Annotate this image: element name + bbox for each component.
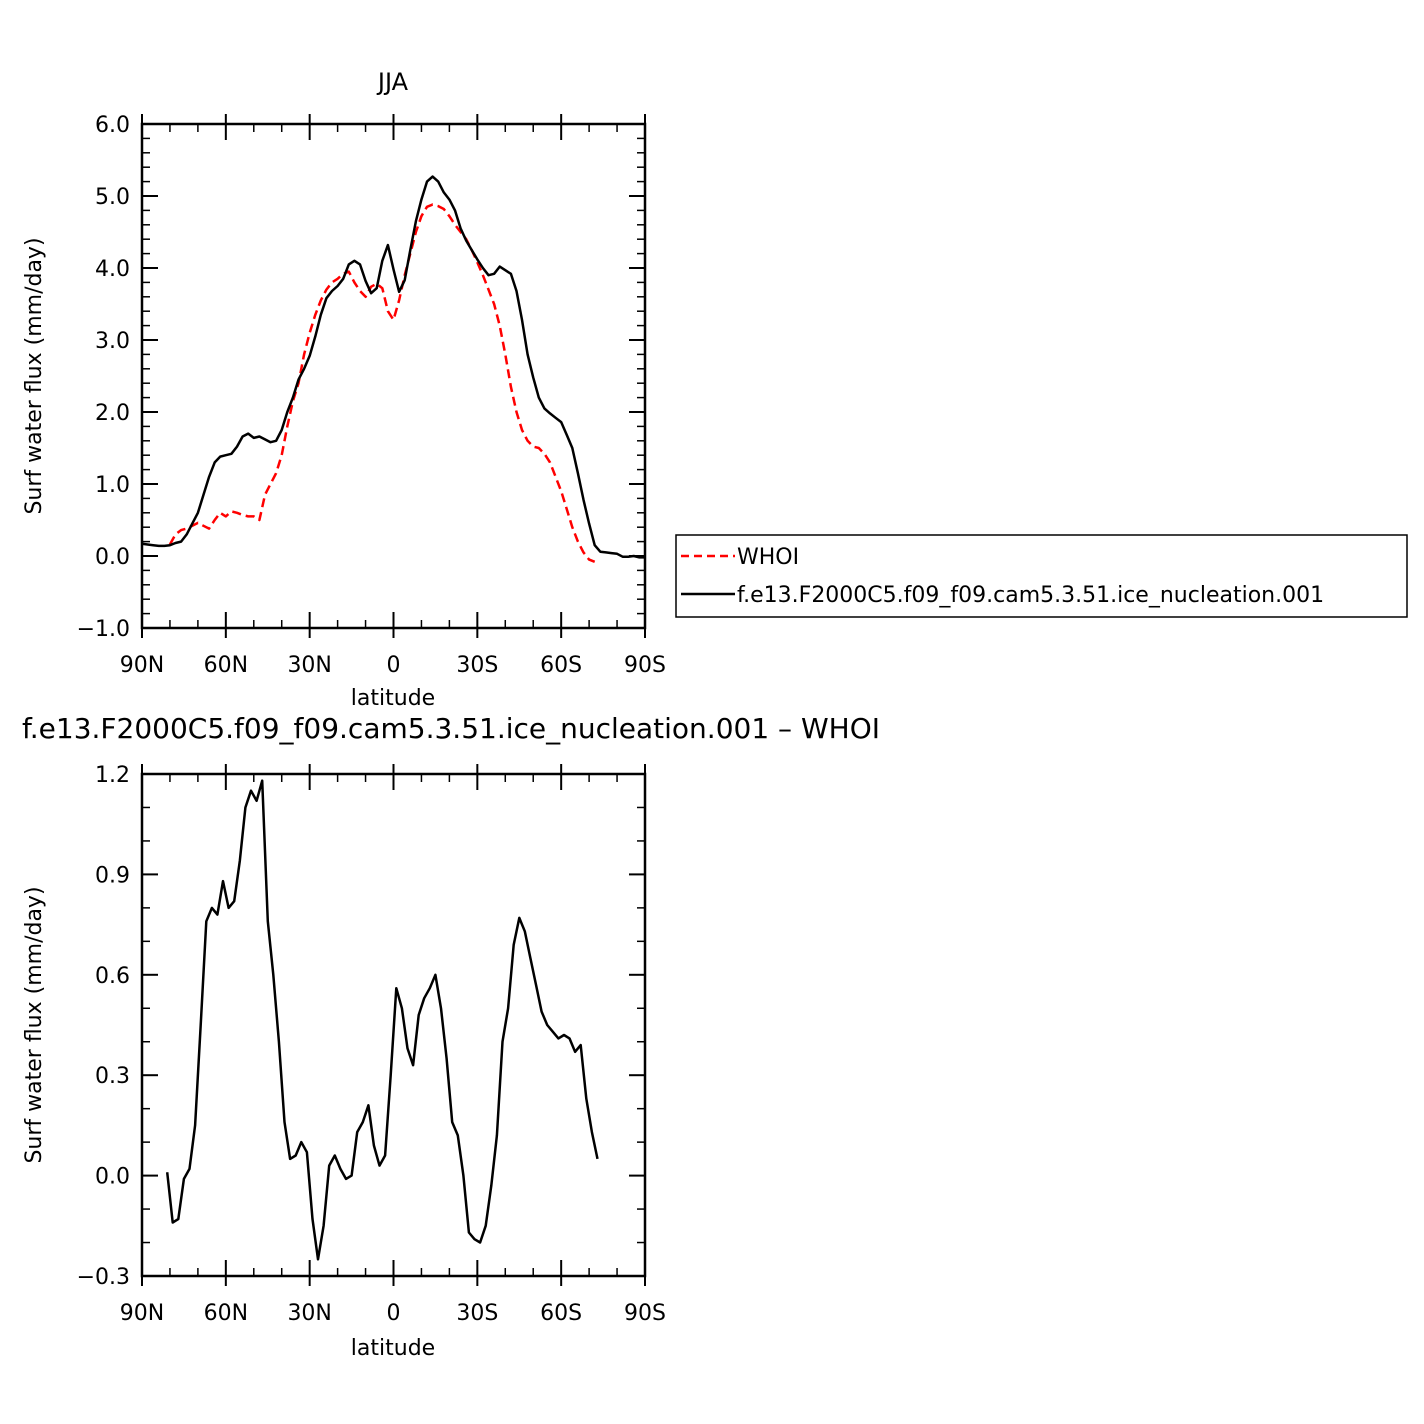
bottom-plot-frame bbox=[140, 772, 647, 1278]
y-tick-label: 5.0 bbox=[95, 185, 130, 210]
x-tick-label: 30S bbox=[456, 1301, 498, 1326]
y-tick-label: 2.0 bbox=[95, 401, 130, 426]
bottom-x-tick-labels: 90N 60N 30N 0 30S 60S 90S bbox=[120, 1301, 666, 1326]
x-tick-label: 30N bbox=[287, 653, 331, 678]
top-panel-series bbox=[141, 175, 645, 563]
bottom-panel: f.e13.F2000C5.f09_f09.cam5.3.51.ice_nucl… bbox=[22, 712, 880, 1361]
y-tick-label: 6.0 bbox=[95, 113, 130, 138]
x-tick-label: 30N bbox=[287, 1301, 331, 1326]
x-tick-label: 90S bbox=[624, 1301, 666, 1326]
y-tick-label: 0.9 bbox=[95, 863, 130, 888]
y-tick-label: 0.0 bbox=[95, 545, 130, 570]
x-tick-label: 90N bbox=[120, 1301, 164, 1326]
y-tick-label: 0.0 bbox=[95, 1165, 130, 1190]
x-tick-label: 60S bbox=[540, 1301, 582, 1326]
top-y-axis-title: Surf water flux (mm/day) bbox=[22, 237, 47, 514]
top-plot-frame bbox=[140, 122, 647, 630]
y-tick-label: 4.0 bbox=[95, 257, 130, 282]
legend: WHOI f.e13.F2000C5.f09_f09.cam5.3.51.ice… bbox=[675, 534, 1408, 618]
top-x-tick-labels: 90N 60N 30N 0 30S 60S 90S bbox=[120, 653, 666, 678]
y-tick-label: 3.0 bbox=[95, 329, 130, 354]
top-x-axis-title: latitude bbox=[351, 686, 435, 711]
bottom-panel-series bbox=[165, 779, 599, 1261]
series-line-0 bbox=[165, 779, 599, 1261]
x-tick-label: 0 bbox=[387, 653, 401, 678]
x-tick-label: 60S bbox=[540, 653, 582, 678]
top-y-tick-labels: −1.0 0.0 1.0 2.0 3.0 4.0 5.0 6.0 bbox=[77, 113, 130, 642]
y-tick-label: 0.3 bbox=[95, 1064, 130, 1089]
bottom-x-axis-title: latitude bbox=[351, 1336, 435, 1361]
y-tick-label: 0.6 bbox=[95, 964, 130, 989]
top-plot-title: JJA bbox=[376, 68, 409, 96]
top-panel-ticks bbox=[141, 114, 646, 638]
bottom-y-axis-title: Surf water flux (mm/day) bbox=[22, 886, 47, 1163]
x-tick-label: 60N bbox=[204, 1301, 248, 1326]
series-line-dashed-0 bbox=[168, 203, 596, 563]
x-tick-label: 60N bbox=[204, 653, 248, 678]
y-tick-label: 1.0 bbox=[95, 473, 130, 498]
series-line-1 bbox=[141, 175, 645, 559]
bottom-y-tick-labels: −0.3 0.0 0.3 0.6 0.9 1.2 bbox=[77, 763, 130, 1290]
legend-box bbox=[675, 534, 1408, 618]
x-tick-label: 90S bbox=[624, 653, 666, 678]
x-tick-label: 30S bbox=[456, 653, 498, 678]
y-tick-label: 1.2 bbox=[95, 763, 130, 788]
y-tick-label: −1.0 bbox=[77, 617, 130, 642]
top-panel: −1.0 0.0 1.0 2.0 3.0 4.0 5.0 6.0 90N 60N 30N 0 30S 6… bbox=[22, 68, 666, 711]
legend-label-whoi: WHOI bbox=[737, 545, 799, 570]
legend-label-model: f.e13.F2000C5.f09_f09.cam5.3.51.ice_nucl… bbox=[737, 583, 1324, 608]
x-tick-label: 90N bbox=[120, 653, 164, 678]
bottom-plot-title: f.e13.F2000C5.f09_f09.cam5.3.51.ice_nucl… bbox=[22, 712, 880, 745]
x-tick-label: 0 bbox=[387, 1301, 401, 1326]
y-tick-label: −0.3 bbox=[77, 1265, 130, 1290]
